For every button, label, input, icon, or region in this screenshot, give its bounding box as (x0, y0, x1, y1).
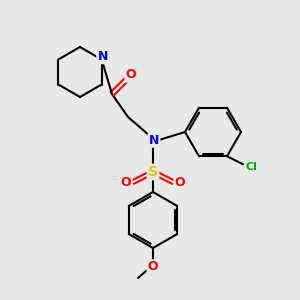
Text: S: S (148, 165, 158, 179)
Text: O: O (148, 260, 158, 274)
Text: N: N (98, 50, 108, 63)
Text: Cl: Cl (245, 162, 257, 172)
Text: O: O (126, 68, 136, 82)
Text: O: O (175, 176, 185, 190)
Text: N: N (149, 134, 159, 146)
Text: O: O (121, 176, 131, 190)
